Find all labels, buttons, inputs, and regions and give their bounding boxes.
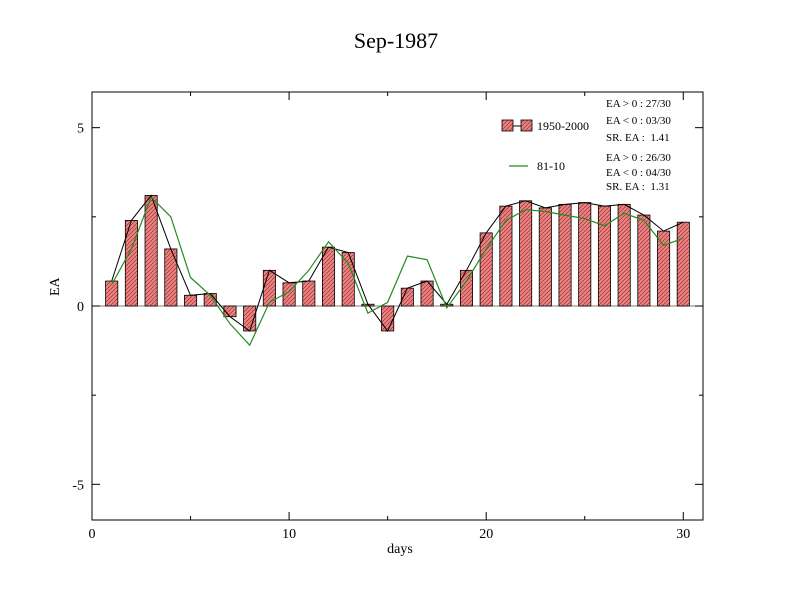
bar-series-1950-2000: [105, 195, 690, 332]
stat-1950-negative: EA < 0 : 03/30: [606, 115, 671, 127]
bar-day-4: [164, 248, 178, 307]
line-1950-2000: [111, 194, 684, 332]
y-tick-label: 0: [77, 300, 84, 315]
bar-day-30: [676, 221, 690, 307]
x-tick-label: 20: [479, 527, 493, 542]
bar-day-29: [657, 230, 671, 307]
bar-day-3: [144, 195, 158, 307]
bar-day-20: [479, 232, 493, 307]
legend: [501, 119, 533, 167]
x-tick-label: 10: [282, 527, 296, 542]
stat-1950-positive: EA > 0 : 27/30: [606, 98, 671, 110]
stat-8110-negative: EA < 0 : 04/30: [606, 167, 671, 179]
bar-day-12: [322, 246, 336, 307]
bar-day-13: [341, 252, 355, 307]
x-axis-label: days: [387, 542, 413, 557]
stat-8110-positive: EA > 0 : 26/30: [606, 152, 671, 164]
line-81-10: [111, 196, 684, 347]
bar-day-26: [597, 205, 611, 307]
bar-day-28: [637, 214, 651, 307]
bar-day-22: [519, 200, 533, 307]
y-tick-label: 5: [77, 122, 84, 137]
stat-1950-sr: SR. EA : 1.41: [606, 132, 670, 144]
chart-title: Sep-1987: [353, 28, 439, 53]
y-tick-label: -5: [72, 478, 84, 493]
legend-swatch-1950-a: [501, 119, 514, 132]
bar-day-11: [302, 280, 316, 307]
stat-8110-sr: SR. EA : 1.31: [606, 181, 670, 193]
bar-day-1: [105, 280, 119, 307]
x-tick-label: 30: [676, 527, 690, 542]
x-axis-ticks: 0 10 20 30: [89, 92, 690, 542]
bar-day-15: [381, 305, 395, 332]
bar-day-5: [184, 294, 198, 307]
bar-day-23: [538, 207, 552, 307]
bar-day-19: [459, 269, 473, 307]
bar-day-24: [558, 203, 572, 307]
legend-label-1950-2000: 1950-2000: [537, 119, 589, 133]
bar-day-27: [617, 203, 631, 307]
bar-day-17: [420, 280, 434, 307]
legend-label-81-10: 81-10: [537, 159, 565, 173]
legend-swatch-1950-b: [520, 119, 533, 132]
y-axis-label: EA: [48, 277, 63, 296]
x-tick-label: 0: [89, 527, 96, 542]
